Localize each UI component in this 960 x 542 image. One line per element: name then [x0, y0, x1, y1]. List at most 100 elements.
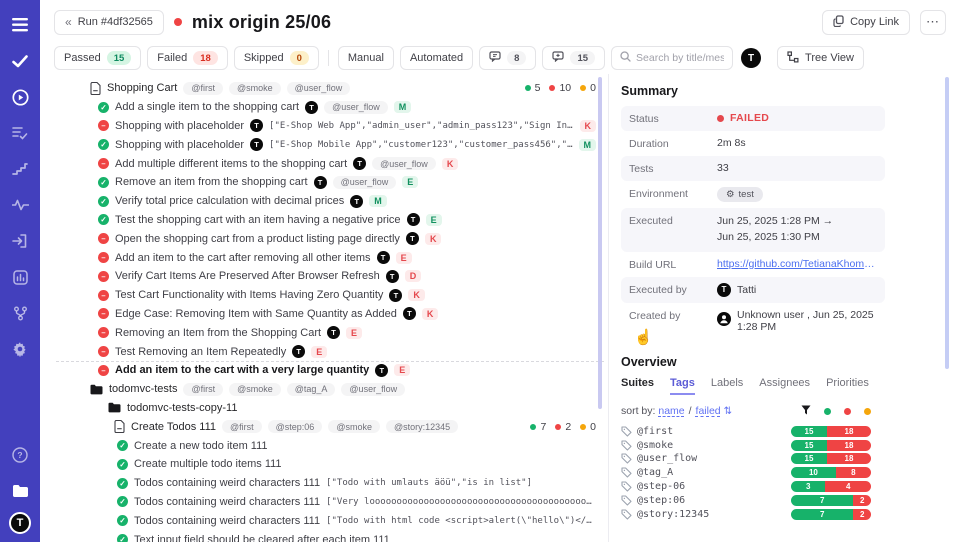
- tag-badge[interactable]: @smoke: [229, 382, 281, 396]
- user-avatar[interactable]: T: [9, 512, 31, 534]
- test-row[interactable]: – Removing an Item from the Shopping Cart…: [40, 323, 608, 342]
- tag-stat-row[interactable]: @step:06 7 2: [621, 493, 871, 507]
- suite-file-icon: [90, 81, 101, 95]
- test-row[interactable]: – Add an item to the cart after removing …: [40, 248, 608, 267]
- filter-funnel-icon[interactable]: [801, 405, 811, 418]
- filter-add-comments-button[interactable]: 15: [542, 46, 606, 70]
- test-row[interactable]: – Shopping with placeholder T ["E-Shop Web …: [40, 117, 608, 136]
- tree-view-button[interactable]: Tree View: [777, 46, 864, 70]
- filter-passed-button[interactable]: Passed 15: [54, 46, 142, 70]
- test-title: Add multiple different items to the shop…: [115, 157, 348, 170]
- folder-row[interactable]: todomvc-tests @first @smoke @tag_A @user_flo…: [40, 380, 608, 399]
- tab-priorities[interactable]: Priorities: [826, 376, 869, 389]
- menu-icon[interactable]: [0, 10, 40, 40]
- sort-direction-icon[interactable]: ⇅: [723, 405, 733, 417]
- test-list-scrollbar[interactable]: [598, 77, 602, 409]
- test-row[interactable]: ✓ Todos containing weird characters 111 ["…: [40, 493, 608, 512]
- tag-badge[interactable]: @user_flow: [332, 175, 397, 189]
- test-row[interactable]: – Edge Case: Removing Item with Same Quan…: [40, 305, 608, 324]
- analytics-icon[interactable]: [0, 262, 40, 292]
- test-row[interactable]: ✓ Todos containing weird characters 111 ["…: [40, 474, 608, 493]
- tag-stat-row[interactable]: @story:12345 7 2: [621, 507, 871, 521]
- summary-panel-scrollbar[interactable]: [945, 77, 949, 369]
- failed-filter-dot[interactable]: [844, 407, 851, 415]
- test-row[interactable]: ✓ Todos containing weird characters 111 ["…: [40, 511, 608, 530]
- tag-badge[interactable]: @first: [222, 420, 262, 434]
- test-row[interactable]: – Test Removing an Item Repeatedly T E: [40, 342, 608, 361]
- tag-badge[interactable]: @user_flow: [324, 100, 388, 114]
- tag-badge[interactable]: @first: [183, 382, 224, 396]
- status-failed-icon: –: [98, 289, 109, 301]
- test-row[interactable]: ✓ Verify total price calculation with dec…: [40, 192, 608, 211]
- suite-row[interactable]: Shopping Cart @first @smoke @user_flow 5 10 0: [40, 79, 608, 98]
- copy-link-button[interactable]: Copy Link: [822, 9, 910, 35]
- tag-badge[interactable]: @smoke: [328, 420, 380, 434]
- environment-label: Environment: [629, 188, 688, 200]
- sort-by-failed-link[interactable]: failed: [695, 405, 721, 417]
- tag-stat-row[interactable]: @first 15 18: [621, 425, 871, 439]
- test-title: Create a new todo item 111: [134, 439, 268, 452]
- environment-badge[interactable]: ⚙ test: [717, 187, 763, 202]
- branch-icon[interactable]: [0, 298, 40, 328]
- filter-failed-button[interactable]: Failed 18: [147, 46, 228, 70]
- test-row[interactable]: ✓ Create multiple todo items 111: [40, 455, 608, 474]
- tag-stat-row[interactable]: @step-06 3 4: [621, 480, 871, 494]
- pulse-icon[interactable]: [0, 190, 40, 220]
- summary-table: Status FAILED Duration 2m 8s Tests 33 En…: [621, 106, 885, 339]
- test-row[interactable]: ✓ Shopping with placeholder T ["E-Shop Mobi…: [40, 135, 608, 154]
- tag-badge[interactable]: @user_flow: [286, 81, 351, 95]
- tag-badge[interactable]: @story:12345: [385, 420, 459, 434]
- filter-skipped-button[interactable]: Skipped 0: [233, 46, 319, 70]
- help-icon[interactable]: ?: [0, 440, 40, 470]
- tab-labels[interactable]: Labels: [710, 376, 744, 389]
- tag-badge[interactable]: @user_flow: [341, 382, 406, 396]
- folder-row[interactable]: todomvc-tests-copy-11: [40, 399, 608, 418]
- test-row[interactable]: – Test Cart Functionality with Items Havi…: [40, 286, 608, 305]
- check-icon[interactable]: [0, 46, 40, 76]
- filter-manual-button[interactable]: Manual: [337, 46, 394, 70]
- tag-icon: [621, 467, 632, 478]
- settings-gear-icon[interactable]: [0, 334, 40, 364]
- tab-tags[interactable]: Tags: [670, 377, 695, 395]
- test-row[interactable]: – Open the shopping cart from a product l…: [40, 229, 608, 248]
- tag-stat-row[interactable]: @user_flow 15 18: [621, 452, 871, 466]
- test-row[interactable]: ✓ Add a single item to the shopping cart T…: [40, 98, 608, 117]
- import-icon[interactable]: [0, 226, 40, 256]
- test-row[interactable]: ✓ Text input field should be cleared afte…: [40, 530, 608, 542]
- tag-badge[interactable]: @step:06: [267, 420, 323, 434]
- count-value: 7: [540, 420, 547, 433]
- sort-by-name-link[interactable]: name: [658, 405, 685, 417]
- steps-icon[interactable]: [0, 154, 40, 184]
- tag-stat-row[interactable]: @smoke 15 18: [621, 438, 871, 452]
- test-row[interactable]: – Add an item to the cart with a very lar…: [40, 360, 608, 380]
- run-back-button[interactable]: « Run #4df32565: [54, 9, 164, 35]
- test-row[interactable]: – Add multiple different items to the sho…: [40, 154, 608, 173]
- tab-assignees[interactable]: Assignees: [759, 376, 811, 389]
- search-input[interactable]: [636, 52, 725, 64]
- test-row[interactable]: ✓ Remove an item from the shopping cart T @…: [40, 173, 608, 192]
- tab-suites[interactable]: Suites: [621, 376, 655, 389]
- test-row[interactable]: ✓ Create a new todo item 111: [40, 436, 608, 455]
- test-row[interactable]: – Verify Cart Items Are Preserved After B…: [40, 267, 608, 286]
- tag-badge[interactable]: @user_flow: [372, 157, 436, 171]
- tag-badge[interactable]: @tag_A: [286, 382, 336, 396]
- search-box[interactable]: [611, 46, 734, 70]
- run-play-icon[interactable]: [0, 82, 40, 112]
- test-row[interactable]: ✓ Test the shopping cart with an item hav…: [40, 211, 608, 230]
- more-options-button[interactable]: ⋯: [920, 9, 946, 35]
- test-list-icon[interactable]: [0, 118, 40, 148]
- skipped-filter-dot[interactable]: [864, 407, 871, 415]
- tag-badge[interactable]: @first: [183, 81, 223, 95]
- suite-row[interactable]: Create Todos 111 @first @step:06 @smoke @sto…: [40, 417, 608, 436]
- passed-filter-dot[interactable]: [824, 407, 831, 415]
- tag-stat-row[interactable]: @tag_A 10 8: [621, 466, 871, 480]
- tag-name: @tag_A: [637, 467, 674, 479]
- tag-icon: [621, 440, 632, 451]
- build-url-link[interactable]: https://github.com/TetianaKhomenko/Load-…: [717, 257, 877, 270]
- tag-badge[interactable]: @smoke: [228, 81, 281, 95]
- filter-automated-button[interactable]: Automated: [399, 46, 474, 70]
- user-filter-avatar[interactable]: T: [741, 48, 762, 68]
- test-title: Todos containing weird characters 111: [134, 514, 321, 527]
- folder-icon[interactable]: [0, 476, 40, 506]
- filter-comments-button[interactable]: 8: [479, 46, 537, 70]
